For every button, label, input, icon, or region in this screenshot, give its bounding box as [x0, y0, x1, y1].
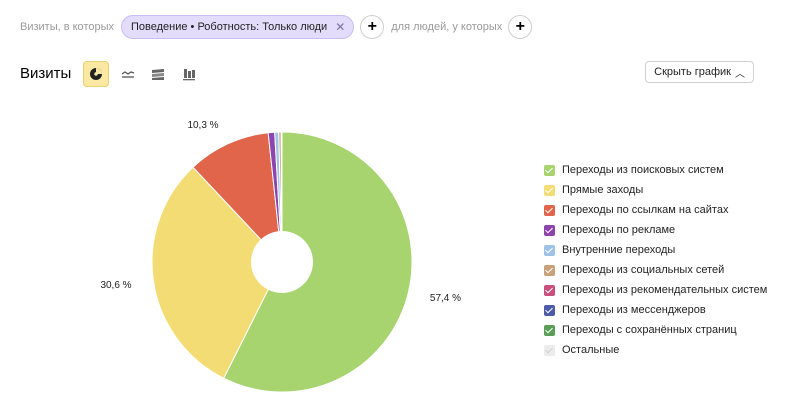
checkbox-check-icon[interactable] [544, 184, 555, 196]
area-view-button[interactable] [145, 61, 171, 87]
close-icon[interactable]: ✕ [335, 20, 346, 34]
legend-label: Прямые заходы [562, 184, 644, 196]
checkbox-check-icon[interactable] [544, 344, 555, 356]
legend-label: Переходы из мессенджеров [562, 304, 706, 316]
slice-data-label: 10,3 % [187, 120, 218, 131]
checkbox-check-icon[interactable] [544, 304, 555, 316]
checkbox-check-icon[interactable] [544, 284, 555, 296]
pie-view-button[interactable] [83, 61, 109, 87]
slice-data-label: 30,6 % [100, 280, 131, 291]
legend-item[interactable]: Переходы из мессенджеров [544, 300, 767, 320]
pie-slice-2[interactable] [192, 132, 283, 264]
pie-chart-icon [90, 68, 102, 80]
legend-label: Внутренние переходы [562, 244, 676, 256]
pie-slice-0[interactable] [223, 131, 413, 393]
legend-item[interactable]: Переходы по ссылкам на сайтах [544, 200, 767, 220]
checkbox-check-icon[interactable] [544, 204, 555, 216]
line-view-button[interactable] [115, 61, 141, 87]
hide-chart-label: Скрыть график [654, 66, 731, 78]
checkbox-check-icon[interactable] [544, 264, 555, 276]
segment-filter-row: Визиты, в которых Поведение • Роботность… [20, 14, 539, 40]
legend-item[interactable]: Переходы по рекламе [544, 220, 767, 240]
legend-label: Остальные [562, 344, 620, 356]
add-people-condition-button[interactable]: + [508, 15, 533, 39]
slice-data-label: 57,4 % [430, 293, 461, 304]
filter-chip-label: Поведение • Роботность: Только люди [131, 21, 328, 33]
checkbox-check-icon[interactable] [544, 224, 555, 236]
page-title: Визиты [20, 65, 72, 82]
checkbox-check-icon[interactable] [544, 244, 555, 256]
legend-label: Переходы из социальных сетей [562, 264, 725, 276]
people-filter-label: для людей, у которых [391, 21, 503, 33]
hide-chart-button[interactable]: Скрыть график ︿ [645, 61, 754, 83]
filter-chip[interactable]: Поведение • Роботность: Только люди ✕ [121, 15, 355, 39]
legend-item[interactable]: Прямые заходы [544, 180, 767, 200]
legend-item[interactable]: Переходы из рекомендательных систем [544, 280, 767, 300]
donut-hole [251, 231, 313, 293]
checkbox-check-icon[interactable] [544, 324, 555, 336]
chart-header: Визиты Скрыть график ︿ [20, 60, 754, 88]
line-chart-icon [121, 71, 135, 78]
legend-label: Переходы по ссылкам на сайтах [562, 204, 729, 216]
bar-chart-icon [183, 69, 195, 81]
legend-item[interactable]: Переходы с сохранённых страниц [544, 320, 767, 340]
chevron-up-icon: ︿ [735, 68, 745, 80]
legend-item[interactable]: Переходы из социальных сетей [544, 260, 767, 280]
filter-prefix: Визиты, в которых [20, 21, 114, 33]
chart-legend: Переходы из поисковых систем Прямые заход… [544, 160, 767, 360]
legend-label: Переходы из поисковых систем [562, 164, 724, 176]
add-visit-condition-button[interactable]: + [360, 15, 385, 39]
bar-view-button[interactable] [176, 61, 202, 87]
checkbox-check-icon[interactable] [544, 164, 555, 176]
pie-slice-1[interactable] [151, 166, 283, 379]
legend-item[interactable]: Остальные [544, 340, 767, 360]
legend-label: Переходы с сохранённых страниц [562, 324, 737, 336]
legend-item[interactable]: Переходы из поисковых систем [544, 160, 767, 180]
area-chart-icon [152, 69, 164, 80]
legend-item[interactable]: Внутренние переходы [544, 240, 767, 260]
legend-label: Переходы по рекламе [562, 224, 676, 236]
legend-label: Переходы из рекомендательных систем [562, 284, 768, 296]
